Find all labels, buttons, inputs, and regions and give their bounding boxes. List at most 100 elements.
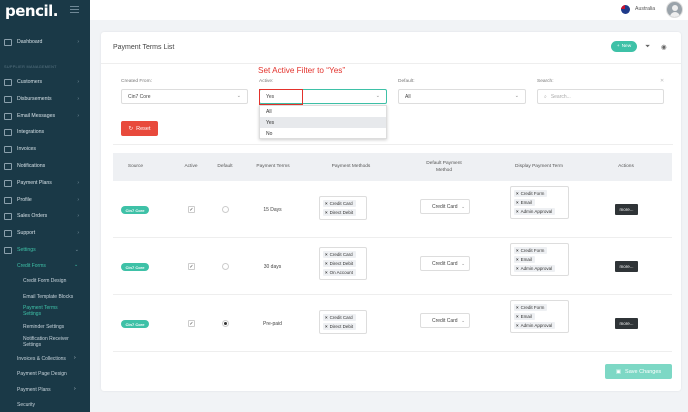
remove-icon[interactable]: × — [516, 305, 519, 310]
tag[interactable]: × Credit Card — [323, 251, 356, 258]
more-button[interactable]: more... — [615, 261, 638, 272]
default-method-select[interactable]: Credit Card ⌄ — [420, 313, 470, 328]
sidebar-item-dashboard[interactable]: Dashboard › — [0, 35, 90, 49]
active-checkbox[interactable]: ✓ — [188, 320, 195, 327]
sidebar-item-invoices[interactable]: Invoices — [0, 142, 90, 156]
tag[interactable]: × Credit Form — [514, 304, 548, 311]
default-radio[interactable] — [222, 263, 229, 270]
sidebar-item-integrations[interactable]: Integrations — [0, 125, 90, 139]
sidebar-item-email-messages[interactable]: Email Messages › — [0, 109, 90, 123]
tag[interactable]: × On Account — [323, 269, 356, 276]
sidebar-item-payment-plans[interactable]: Payment Plans › — [0, 176, 90, 190]
filter-icon[interactable]: ⏷ — [645, 43, 651, 50]
remove-icon[interactable]: × — [325, 324, 328, 329]
save-changes-button[interactable]: ▣ Save Changes — [605, 364, 672, 379]
created-from-select[interactable]: Cin7 Core ⌄ — [121, 89, 248, 104]
remove-icon[interactable]: × — [325, 261, 328, 266]
tag-label: Direct Debit — [329, 324, 354, 329]
sidebar-item-disbursements[interactable]: Disbursements › — [0, 92, 90, 106]
sidebar-sub-security[interactable]: Security — [17, 402, 36, 408]
default-method-select[interactable]: Credit Card ⌄ — [420, 256, 470, 271]
remove-icon[interactable]: × — [516, 209, 519, 214]
default-radio[interactable] — [222, 320, 229, 327]
display-term-field[interactable]: × Credit Form × Email × Admin Approval — [510, 243, 569, 276]
search-input[interactable]: ⌕ Search... — [537, 89, 664, 104]
remove-icon[interactable]: × — [516, 200, 519, 205]
sidebar-sub-reminder-settings[interactable]: Reminder Settings — [23, 324, 65, 330]
sidebar-sub-credit-form-design[interactable]: Credit Form Design — [23, 278, 67, 284]
tag[interactable]: × Email — [514, 256, 535, 263]
sidebar-sub-payment-terms-settings[interactable]: Payment Terms Settings — [23, 305, 58, 317]
dropdown-option-yes[interactable]: Yes — [260, 117, 386, 128]
tag[interactable]: × Direct Debit — [323, 209, 357, 216]
dropdown-option-all[interactable]: All — [266, 108, 272, 115]
tag[interactable]: × Admin Approval — [514, 208, 556, 215]
active-checkbox[interactable]: ✓ — [188, 263, 195, 270]
country-label[interactable]: Australia — [635, 6, 656, 12]
invoice-icon — [4, 145, 12, 153]
payment-methods-field[interactable]: × Credit Card × Direct Debit × On Account — [319, 247, 367, 280]
sidebar-item-customers[interactable]: Customers › — [0, 75, 90, 89]
sidebar-item-profile[interactable]: Profile › — [0, 193, 90, 207]
tag-label: Credit Form — [520, 248, 545, 253]
remove-icon[interactable]: × — [325, 315, 328, 320]
col-display-payment-term: Display Payment Term — [515, 164, 563, 170]
tag[interactable]: × Email — [514, 313, 535, 320]
sidebar-sub-payment-plans[interactable]: Payment Plans — [17, 387, 51, 393]
tag-label: Credit Form — [520, 191, 545, 196]
remove-icon[interactable]: × — [516, 314, 519, 319]
tag[interactable]: × Credit Form — [514, 247, 548, 254]
remove-icon[interactable]: × — [325, 252, 328, 257]
reset-button[interactable]: ↻ Reset — [121, 121, 158, 136]
col-active: Active — [184, 164, 198, 170]
tag[interactable]: × Direct Debit — [323, 260, 357, 267]
source-badge: Cin7 Core — [121, 320, 149, 328]
remove-icon[interactable]: × — [516, 257, 519, 262]
more-button[interactable]: more... — [615, 204, 638, 215]
sidebar-sub-notification-receiver-settings[interactable]: Notification Receiver Settings — [23, 336, 69, 348]
tag[interactable]: × Credit Form — [514, 190, 548, 197]
payment-methods-field[interactable]: × Credit Card × Direct Debit — [319, 310, 367, 334]
active-select[interactable]: Yes ⌄ — [259, 89, 387, 104]
remove-icon[interactable]: × — [516, 323, 519, 328]
sidebar-sub-invoices-collections[interactable]: Invoices & Collections — [17, 356, 66, 362]
dropdown-option-no[interactable]: No — [266, 130, 273, 137]
eye-icon[interactable]: ◉ — [661, 44, 667, 51]
sidebar-sub-payment-page-design[interactable]: Payment Page Design — [17, 371, 67, 377]
remove-icon[interactable]: × — [516, 266, 519, 271]
default-method-select[interactable]: Credit Card ⌄ — [420, 199, 470, 214]
avatar[interactable] — [666, 1, 683, 18]
sidebar-item-sales-orders[interactable]: Sales Orders › — [0, 209, 90, 223]
tag[interactable]: × Direct Debit — [323, 323, 357, 330]
display-term-field[interactable]: × Credit Form × Email × Admin Approval — [510, 186, 569, 219]
remove-icon[interactable]: × — [516, 191, 519, 196]
tag[interactable]: × Admin Approval — [514, 322, 556, 329]
default-radio[interactable] — [222, 206, 229, 213]
tag[interactable]: × Credit Card — [323, 200, 356, 207]
sidebar-sub-email-template-blocks[interactable]: Email Template Blocks — [23, 294, 74, 300]
sidebar-sub-credit-forms[interactable]: Credit Forms — [17, 263, 46, 269]
default-select[interactable]: All ⌄ — [398, 89, 526, 104]
active-checkbox[interactable]: ✓ — [188, 206, 195, 213]
remove-icon[interactable]: × — [516, 248, 519, 253]
sidebar-item-label: Invoices — [17, 146, 37, 152]
display-term-field[interactable]: × Credit Form × Email × Admin Approval — [510, 300, 569, 333]
remove-icon[interactable]: × — [325, 270, 328, 275]
tag[interactable]: × Email — [514, 199, 535, 206]
tag[interactable]: × Admin Approval — [514, 265, 556, 272]
menu-toggle-icon[interactable] — [70, 6, 79, 13]
more-button[interactable]: more... — [615, 318, 638, 329]
close-filter-icon[interactable]: ✕ — [660, 78, 665, 84]
tag[interactable]: × Credit Card — [323, 314, 356, 321]
new-button[interactable]: + New — [611, 41, 637, 52]
chevron-right-icon: › — [77, 213, 79, 219]
australia-flag-icon[interactable] — [621, 5, 630, 14]
remove-icon[interactable]: × — [325, 201, 328, 206]
remove-icon[interactable]: × — [325, 210, 328, 215]
sidebar-item-support[interactable]: Support › — [0, 226, 90, 240]
payment-methods-field[interactable]: × Credit Card × Direct Debit — [319, 196, 367, 220]
sidebar-item-notifications[interactable]: Notifications — [0, 159, 90, 173]
save-icon: ▣ — [615, 368, 622, 375]
payment-terms-value: 15 Days — [263, 207, 282, 213]
sidebar-item-settings[interactable]: Settings ⌄ — [0, 243, 90, 257]
